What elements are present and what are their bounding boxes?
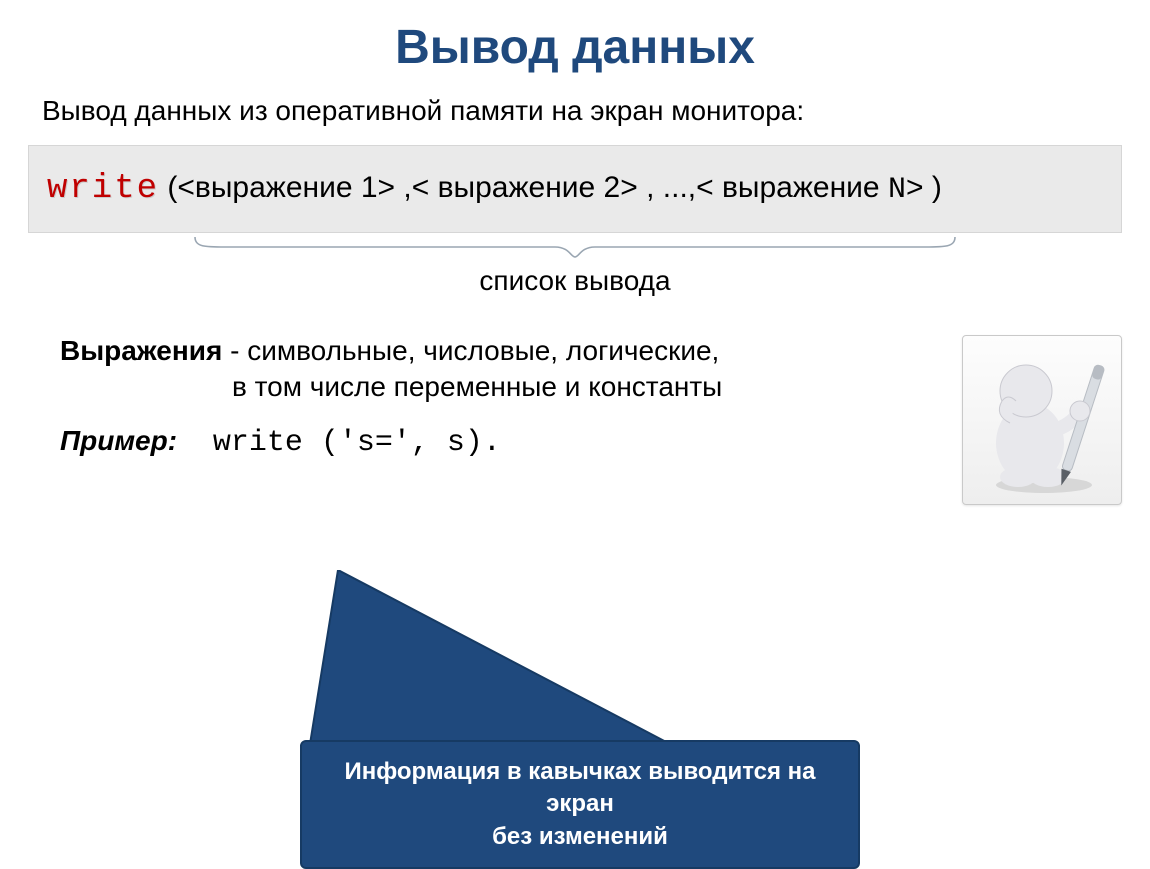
content-row: Выражения - символьные, числовые, логиче… (0, 297, 1150, 505)
expressions-text1: символьные, числовые, логические, (247, 335, 719, 366)
expressions-line2: в том числе переменные и константы (60, 371, 942, 403)
example-code-var: s (447, 426, 465, 460)
example-code-str: 's=' (339, 426, 411, 460)
example-code-prefix: write ( (213, 426, 339, 460)
syntax-exprN-close: > (906, 171, 924, 204)
syntax-exprN-open: < выражение (696, 171, 888, 204)
expressions-dash: - (222, 335, 247, 366)
syntax-exprN-var: N (888, 173, 906, 207)
slide-subtitle: Вывод данных из оперативной памяти на эк… (0, 75, 1150, 145)
example-line: Пример: write ('s=', s). (60, 425, 942, 460)
example-label: Пример: (60, 425, 177, 456)
syntax-expr1: <выражение 1> (177, 171, 395, 204)
example-code: write ('s=', s). (213, 426, 501, 460)
keyword-write: write (47, 170, 159, 208)
syntax-box: write (<выражение 1> ,< выражение 2> , .… (28, 145, 1122, 233)
text-column: Выражения - символьные, числовые, логиче… (60, 335, 942, 460)
expressions-line1: Выражения - символьные, числовые, логиче… (60, 335, 942, 367)
clipart-frame (962, 335, 1122, 505)
expressions-term: Выражения (60, 335, 222, 366)
callout-pointer-icon (260, 570, 680, 760)
callout-line1: Информация в кавычках выводится на экран (320, 756, 840, 821)
syntax-close: ) (924, 171, 942, 204)
example-code-sep: , (411, 426, 447, 460)
syntax-sep2: , ..., (638, 171, 696, 204)
figure-writing-icon (972, 345, 1112, 495)
callout-line2: без изменений (320, 821, 840, 853)
example-code-suffix: ). (465, 426, 501, 460)
syntax-open: ( (159, 171, 177, 204)
syntax-expr2: < выражение 2> (412, 171, 638, 204)
curly-brace-icon (185, 233, 965, 259)
slide-title: Вывод данных (0, 0, 1150, 75)
syntax-sep1: , (395, 171, 412, 204)
list-output-label: список вывода (0, 265, 1150, 297)
callout-box: Информация в кавычках выводится на экран… (300, 740, 860, 869)
